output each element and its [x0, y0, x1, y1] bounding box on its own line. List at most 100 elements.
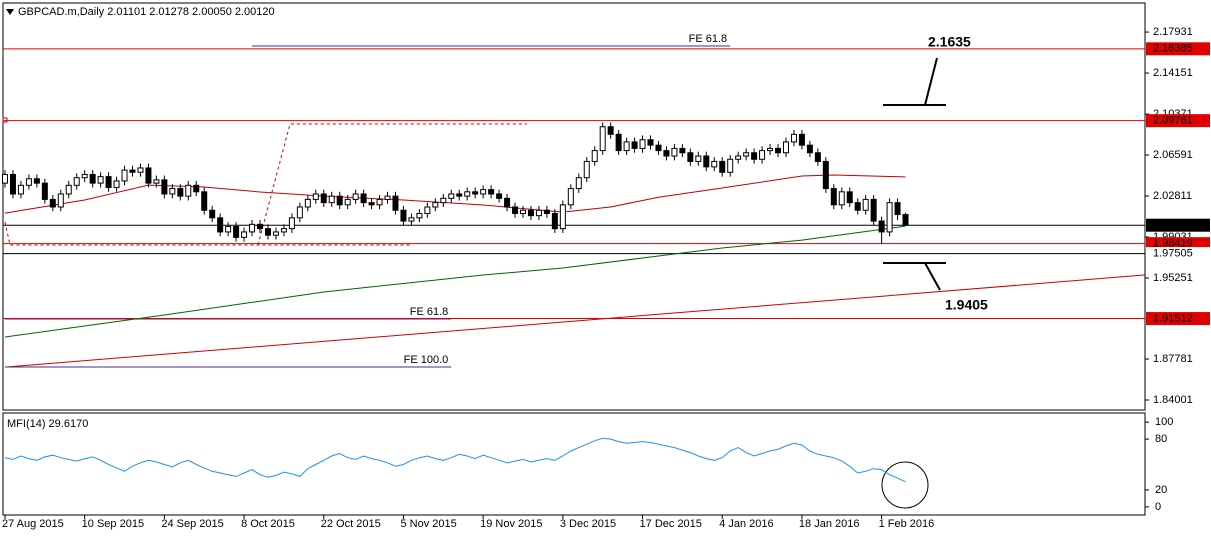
candle-body	[830, 188, 837, 206]
candle-body	[862, 198, 869, 211]
candle-body	[384, 195, 391, 200]
candle-body	[647, 139, 654, 146]
candle-body	[751, 152, 758, 160]
candle-body	[551, 212, 558, 230]
x-tick-label: 27 Aug 2015	[2, 518, 64, 530]
candle-body	[137, 167, 144, 173]
indicator-line	[4, 437, 906, 483]
candle-body	[33, 178, 40, 184]
candle-body	[472, 191, 479, 195]
y-tick-label: 2.17931	[1153, 26, 1193, 38]
fibo-label: FE 100.0	[404, 354, 449, 366]
annotation-circle	[881, 461, 929, 509]
candle-body	[504, 197, 511, 208]
dashed-tool	[4, 221, 412, 246]
candle-body	[233, 226, 240, 238]
candle-body	[798, 133, 805, 146]
candle-body	[488, 189, 495, 195]
y-tick-label: 100	[1155, 416, 1173, 428]
y-tick-label: 2.14151	[1153, 67, 1193, 79]
candle-body	[671, 147, 678, 157]
main-panel	[2, 2, 1146, 411]
candle-body	[193, 184, 200, 193]
x-tick-label: 17 Dec 2015	[640, 518, 702, 530]
level-label: 2.09761	[1153, 115, 1193, 127]
candle-body	[296, 206, 303, 219]
y-tick-label: 1.87781	[1153, 353, 1193, 365]
level-box	[1146, 247, 1210, 261]
level-label: 1.91512	[1153, 312, 1193, 324]
candle-body	[201, 191, 208, 211]
candle-body	[870, 198, 877, 222]
candle-body	[902, 214, 909, 226]
x-tick-label: 22 Oct 2015	[321, 518, 381, 530]
candle-body	[328, 195, 335, 204]
candle-body	[615, 133, 622, 152]
candle-body	[846, 191, 853, 204]
fibo-label: FE 61.8	[410, 306, 449, 318]
y-tick-label: 0	[1155, 501, 1161, 513]
candle-body	[65, 184, 72, 195]
candle-body	[312, 193, 319, 200]
candle-body	[145, 167, 152, 184]
candle-body	[496, 193, 503, 199]
candle-body	[559, 204, 566, 230]
candle-body	[527, 209, 534, 217]
candle-body	[217, 217, 224, 233]
candle-body	[448, 193, 455, 199]
candle-body	[344, 198, 351, 206]
level-box	[1146, 218, 1210, 232]
candle-body	[264, 228, 271, 236]
candle-body	[249, 223, 256, 233]
candle-body	[17, 184, 24, 195]
candle-body	[320, 193, 327, 204]
candle-body	[743, 152, 750, 157]
candle-body	[9, 173, 16, 195]
y-tick-label: 1.95251	[1153, 272, 1193, 284]
candle-body	[583, 160, 590, 179]
candle-body	[360, 193, 367, 204]
candle-body	[878, 220, 885, 233]
candle-body	[719, 160, 726, 173]
candle-body	[97, 176, 104, 184]
candle-body	[639, 139, 646, 149]
candle-body	[57, 193, 64, 208]
candle-body	[782, 141, 789, 154]
candle-body	[727, 158, 734, 173]
candle-body	[408, 217, 415, 222]
candle-body	[814, 152, 821, 162]
candle-body	[209, 209, 216, 219]
level-box	[1146, 237, 1210, 251]
indicator-panel	[2, 412, 1146, 516]
candle-body	[113, 180, 120, 188]
candle-body	[591, 150, 598, 162]
candle-body	[822, 160, 829, 190]
candle-body	[288, 217, 295, 230]
x-tick-label: 24 Sep 2015	[161, 518, 223, 530]
level-label: 2.16385	[1153, 43, 1193, 55]
candle-body	[703, 155, 710, 168]
candle-body	[161, 179, 168, 195]
candle-body	[304, 198, 311, 208]
candle-body	[169, 188, 176, 195]
candle-body	[631, 141, 638, 149]
x-tick-label: 18 Jan 2016	[799, 518, 860, 530]
candle-body	[241, 231, 248, 238]
candle-body	[1, 173, 8, 184]
candle-body	[535, 209, 542, 217]
candle-body	[424, 206, 431, 214]
candle-body	[185, 184, 192, 197]
candle-body	[838, 191, 845, 206]
object-handle	[2, 117, 8, 123]
candle-body	[567, 188, 574, 206]
level-box	[1146, 42, 1210, 56]
candle-body	[456, 193, 463, 197]
y-tick-label: 1.84001	[1153, 394, 1193, 406]
candle-body	[687, 152, 694, 162]
candle-body	[89, 173, 96, 184]
candle-body	[599, 126, 606, 152]
candle-body	[129, 169, 136, 173]
dashed-tool	[257, 123, 527, 246]
fibo-label: FE 61.8	[689, 33, 728, 45]
x-tick-label: 10 Sep 2015	[82, 518, 144, 530]
